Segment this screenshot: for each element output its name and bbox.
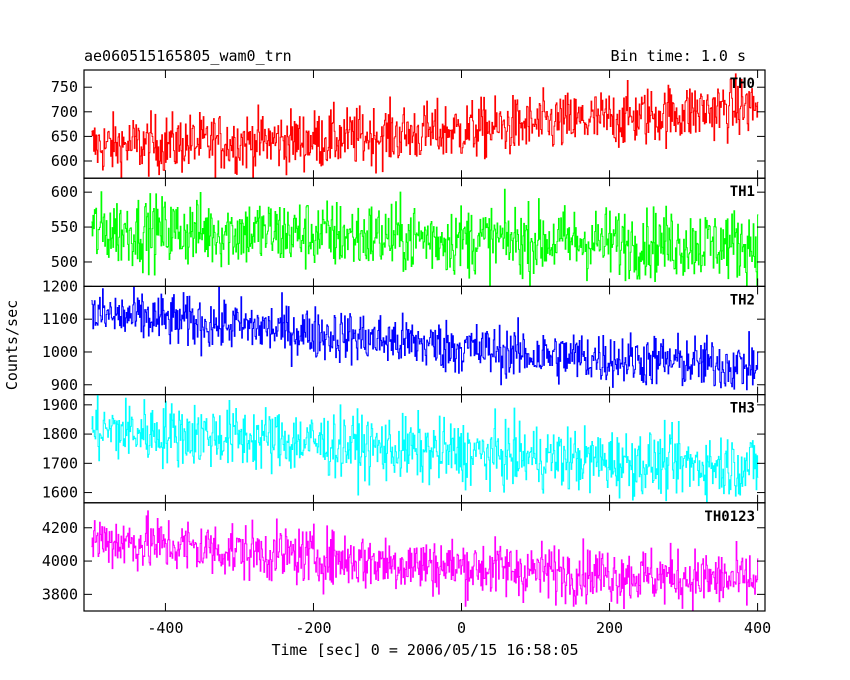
- panel-label-th3: TH3: [730, 401, 755, 417]
- y-tick-label: 3800: [42, 585, 78, 603]
- panel-label-th1: TH1: [730, 184, 755, 200]
- y-tick-label: 1800: [42, 425, 78, 443]
- x-tick-labels: -400 -200 0 200 400: [147, 619, 771, 637]
- series-line-th0123: [91, 510, 759, 611]
- y-tick-label: 600: [51, 183, 78, 201]
- y-tick-label: 4200: [42, 519, 78, 537]
- x-tick-label: 400: [744, 619, 771, 637]
- x-tick-label: -200: [295, 619, 331, 637]
- panel-label-th0123: TH0123: [704, 509, 755, 525]
- panel-th1: 500 550 600 TH1: [51, 177, 766, 287]
- y-tick-label: 4000: [42, 552, 78, 570]
- chart-title-left: ae060515165805_wam0_trn: [84, 47, 292, 65]
- panels: 600 650 700 750 TH0 500 550 600 TH1 900 1000 1100 12…: [42, 69, 766, 612]
- x-tick-label: -400: [147, 619, 183, 637]
- panel-th0123: 3800 4000 4200 TH0123: [42, 502, 766, 612]
- y-tick-label: 1600: [42, 484, 78, 502]
- y-tick-label: 1900: [42, 396, 78, 414]
- panel-label-th0: TH0: [730, 76, 755, 92]
- y-tick-label: 1100: [42, 310, 78, 328]
- y-tick-label: 1200: [42, 277, 78, 295]
- series-line-th3: [91, 394, 759, 503]
- y-tick-label: 550: [51, 218, 78, 236]
- y-tick-label: 750: [51, 78, 78, 96]
- panel-th0: 600 650 700 750 TH0: [51, 69, 766, 179]
- y-tick-label: 900: [51, 376, 78, 394]
- y-tick-label: 650: [51, 127, 78, 145]
- series-line-th2: [91, 286, 759, 391]
- panel-th2: 900 1000 1100 1200 TH2: [42, 277, 766, 396]
- series-line-th0: [91, 73, 759, 179]
- y-tick-label: 600: [51, 152, 78, 170]
- series-line-th1: [91, 188, 759, 287]
- x-tick-label: 0: [457, 619, 466, 637]
- y-tick-label: 500: [51, 253, 78, 271]
- panel-th3: 1600 1700 1800 1900 TH3: [42, 394, 766, 504]
- x-tick-label: 200: [596, 619, 623, 637]
- y-tick-label: 1700: [42, 454, 78, 472]
- chart-title-right: Bin time: 1.0 s: [611, 47, 746, 65]
- panel-frame: [83, 502, 766, 612]
- x-axis-label: Time [sec] 0 = 2006/05/15 16:58:05: [271, 641, 578, 659]
- y-tick-label: 1000: [42, 343, 78, 361]
- y-axis-label: Counts/sec: [3, 300, 21, 390]
- y-tick-label: 700: [51, 103, 78, 121]
- panel-label-th2: TH2: [730, 292, 755, 308]
